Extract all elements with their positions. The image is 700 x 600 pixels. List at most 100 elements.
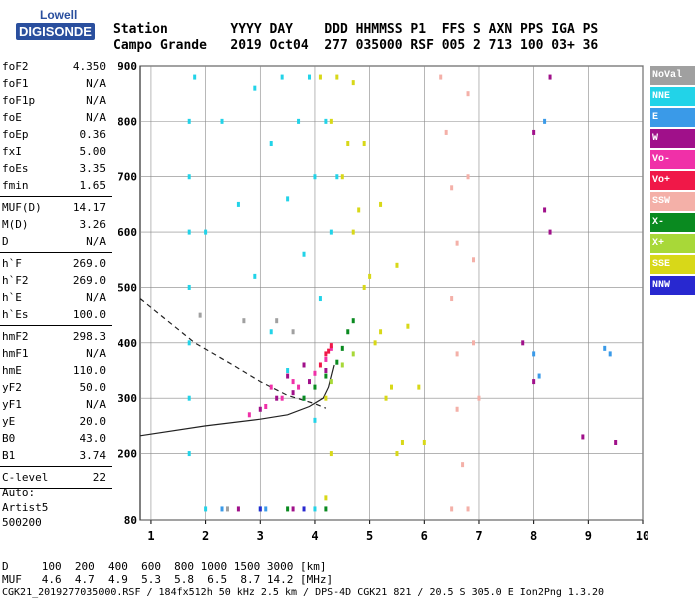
auto-label: Auto: [2, 486, 36, 499]
point-w [324, 368, 328, 374]
auto-program: Artist5 [2, 501, 49, 514]
point-sse [329, 451, 333, 457]
param-row: hmF1 N/A [0, 345, 112, 362]
legend-item-x-: X- [650, 213, 695, 232]
point-ssw [466, 91, 470, 97]
point-nne [253, 85, 257, 91]
param-separator [0, 466, 112, 467]
y-tick-label: 600 [118, 226, 137, 239]
point-vo- [280, 395, 284, 401]
point-ssw [472, 257, 476, 263]
legend-item-vo-: Vo- [650, 150, 695, 169]
param-value: 1.65 [79, 179, 107, 192]
point-nne [187, 451, 191, 457]
point-e [543, 118, 547, 124]
point-x- [340, 345, 344, 351]
ionogram-header: Station YYYY DAY DDD HHMMSS P1 FFS S AXN… [113, 22, 598, 54]
point-nne [204, 229, 208, 235]
param-value: N/A [86, 77, 106, 90]
param-row: D N/A [0, 233, 112, 250]
point-x- [329, 379, 333, 385]
param-value: 3.35 [79, 162, 107, 175]
point-ssw [455, 351, 459, 357]
legend-item-w: W [650, 129, 695, 148]
legend-item-noval: NoVal [650, 66, 695, 85]
point-sse [351, 229, 355, 235]
param-key: hmF1 [2, 347, 29, 360]
legend-item-nne: NNE [650, 87, 695, 106]
ionogram-plot: 1 2 3 4 5 6 7 8 9 10 80 200 300 400 500 600 700 800 900 [118, 60, 648, 543]
param-key: hmF2 [2, 330, 29, 343]
point-ssw [477, 395, 481, 401]
param-row: B1 3.74 [0, 447, 112, 464]
param-key: B0 [2, 432, 16, 445]
point-nne [286, 196, 290, 202]
point-nne [269, 329, 273, 335]
param-value: 3.74 [79, 449, 107, 462]
point-nne [302, 251, 306, 257]
point-nne [313, 506, 317, 512]
param-row: M(D) 3.26 [0, 216, 112, 233]
point-nne [253, 273, 257, 279]
point-w [291, 390, 295, 396]
param-value: N/A [86, 347, 106, 360]
point-w [307, 379, 311, 385]
point-e [532, 351, 536, 357]
point-w [581, 434, 585, 440]
auto-version: 500200 [2, 516, 42, 529]
legend-item-e: E [650, 108, 695, 127]
point-sse [318, 74, 322, 80]
param-key: yF2 [2, 381, 22, 394]
param-key: M(D) [2, 218, 29, 231]
point-sse [351, 80, 355, 86]
point-vo- [313, 370, 317, 376]
point-sse [368, 273, 372, 279]
param-value: 269.0 [72, 274, 106, 287]
file-info-line: CGK21_2019277035000.RSF / 184fx512h 50 k… [2, 587, 605, 598]
point-sse [379, 329, 383, 335]
point-ssw [450, 296, 454, 302]
point-nne [220, 118, 224, 124]
param-key: foE [2, 111, 22, 124]
param-row: h`Es 100.0 [0, 306, 112, 323]
param-row: hmF2 298.3 [0, 328, 112, 345]
plot-frame [139, 65, 644, 521]
param-row: fmin 1.65 [0, 177, 112, 194]
point-nne [187, 340, 191, 346]
point-sse [324, 495, 328, 501]
param-value: 20.0 [79, 415, 107, 428]
param-value: 5.00 [79, 145, 107, 158]
param-key: foF1 [2, 77, 29, 90]
muf-distance-row: D 100 200 400 600 800 1000 1500 3000 [km… [2, 560, 327, 573]
param-separator [0, 488, 112, 489]
x-tick-label: 5 [366, 529, 373, 543]
param-key: h`E [2, 291, 22, 304]
x-tick-label: 7 [475, 529, 482, 543]
point-vo- [297, 384, 301, 390]
param-row: foEp 0.36 [0, 126, 112, 143]
point-nne [193, 74, 197, 80]
param-row: B0 43.0 [0, 430, 112, 447]
point-ssw [444, 129, 448, 135]
y-tick-label: 80 [124, 514, 137, 527]
param-row: hmE 110.0 [0, 362, 112, 379]
point-sse [340, 174, 344, 180]
point-sse [362, 141, 366, 147]
point-vo- [318, 362, 322, 368]
point-ssw [455, 240, 459, 246]
point-noval [242, 318, 246, 324]
point-nne [187, 229, 191, 235]
legend-item-vo-: Vo+ [650, 171, 695, 190]
point-x- [286, 506, 290, 512]
point-w [532, 129, 536, 135]
param-separator [0, 196, 112, 197]
point-sse [324, 395, 328, 401]
param-value: 110.0 [72, 364, 106, 377]
param-key: fxI [2, 145, 22, 158]
point-noval [275, 318, 279, 324]
point-nne [187, 174, 191, 180]
param-row: foF2 4.350 [0, 58, 112, 75]
param-row: fxI 5.00 [0, 143, 112, 160]
point-x- [351, 351, 355, 357]
param-value: N/A [86, 94, 106, 107]
